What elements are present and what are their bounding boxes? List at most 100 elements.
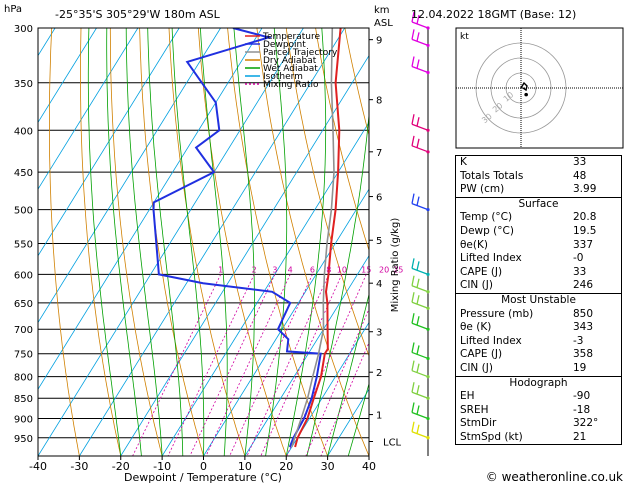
km-tick-label: 3 [376, 328, 382, 339]
stat-value: 343 [573, 321, 617, 335]
barb-staff [412, 22, 428, 28]
stat-label: StmDir [460, 417, 496, 431]
stat-value: 19.5 [573, 225, 617, 239]
stat-value: 19 [573, 362, 617, 376]
barb-dot [426, 375, 429, 378]
stat-label: CIN (J) [460, 362, 493, 376]
barb-flag [417, 364, 419, 373]
barb-flag [417, 316, 419, 325]
x-tick-label: -40 [29, 460, 47, 473]
wet-adiabat [234, 28, 255, 456]
stat-row: CAPE (J)358 [456, 348, 621, 362]
barb-dot [426, 290, 429, 293]
mixing-ratio-title: Mixing Ratio (g/kg) [390, 218, 401, 313]
barb-dot [426, 208, 429, 211]
stat-label: CAPE (J) [460, 266, 502, 280]
barb-dot [426, 71, 429, 74]
mixing-ratio-line [230, 274, 313, 456]
wind-barb [412, 342, 430, 360]
wind-barb [412, 136, 430, 154]
stat-row: Lifted Index-0 [456, 252, 621, 266]
km-tick-label: 6 [376, 193, 382, 204]
barb-flag [412, 422, 414, 432]
barb-staff [412, 392, 428, 398]
stat-row: Dewp (°C) 19.5 [456, 225, 621, 239]
stat-label: K [460, 156, 467, 170]
barb-dot [426, 273, 429, 276]
pressure-tick-label: 900 [14, 415, 33, 426]
barb-flag [417, 32, 419, 41]
pressure-tick-label: 800 [14, 373, 33, 384]
most-unstable-heading: Most Unstable [456, 294, 621, 308]
stat-value: -3 [573, 335, 617, 349]
km-tick-label: 8 [376, 96, 382, 107]
pressure-tick-label: 600 [14, 270, 33, 281]
mixing-ratio-label: 1 [218, 265, 223, 274]
dry-adiabat [81, 28, 121, 456]
barb-flag [412, 136, 414, 146]
hodograph-heading: Hodograph [456, 377, 621, 391]
barb-flag [412, 194, 414, 204]
wind-barb [412, 258, 430, 276]
barb-staff [412, 39, 428, 45]
barb-flag [412, 258, 414, 268]
pressure-tick-label: 550 [14, 239, 33, 250]
barb-flag [417, 197, 419, 206]
barb-staff [412, 413, 428, 419]
wind-barb [412, 276, 430, 294]
km-tick-label: 9 [376, 36, 382, 47]
mixing-ratio-label: 3 [272, 265, 277, 274]
stat-value: 322° [573, 417, 617, 431]
pressure-tick-label: 650 [14, 299, 33, 310]
dry-adiabat [140, 28, 204, 456]
stat-row: CIN (J) 19 [456, 362, 621, 376]
stat-value: -0 [573, 252, 617, 266]
barb-staff [412, 432, 428, 438]
barb-flag [417, 406, 419, 415]
km-tick-label: 2 [376, 368, 382, 379]
credit-text[interactable]: © weatheronline.co.uk [486, 470, 623, 484]
stat-label: θe(K) [460, 239, 488, 253]
barb-flag [417, 279, 419, 288]
stat-row: StmSpd (kt)21 [456, 431, 621, 445]
stat-value: 20.8 [573, 211, 617, 225]
hpa-label: hPa [4, 4, 22, 15]
asl-label: ASL [374, 18, 393, 29]
stat-row: CIN (J)246 [456, 279, 621, 293]
wet-adiabat [148, 28, 183, 456]
stat-label: Lifted Index [460, 335, 522, 349]
dry-adiabat [49, 28, 79, 456]
stat-value: -90 [573, 390, 617, 404]
pressure-tick-label: 400 [14, 126, 33, 137]
stat-label: Dewp (°C) [460, 225, 514, 239]
pressure-tick-label: 300 [14, 24, 33, 35]
isotherm [0, 28, 262, 456]
pressure-tick-label: 450 [14, 168, 33, 179]
isotherm [79, 28, 344, 456]
barb-staff [412, 204, 428, 210]
stat-row: PW (cm)3.99 [456, 183, 621, 197]
mixing-ratio-label: 20 [379, 265, 389, 274]
stat-row: SREH-18 [456, 404, 621, 418]
stat-value: 246 [573, 279, 617, 293]
barb-staff [412, 323, 428, 329]
stat-row: θe(K)337 [456, 239, 621, 253]
hodograph-frame [456, 28, 623, 148]
km-tick-label: LCL [383, 437, 402, 448]
legend-label: Mixing Ratio [263, 80, 319, 90]
km-tick-label: 4 [376, 279, 382, 290]
barb-flag [417, 345, 419, 354]
wind-barb [412, 114, 430, 132]
stat-label: CAPE (J) [460, 348, 502, 362]
wind-barbs [412, 12, 430, 456]
mixing-ratio-label: 8 [326, 265, 331, 274]
barb-dot [426, 129, 429, 132]
barb-flag [417, 261, 419, 270]
